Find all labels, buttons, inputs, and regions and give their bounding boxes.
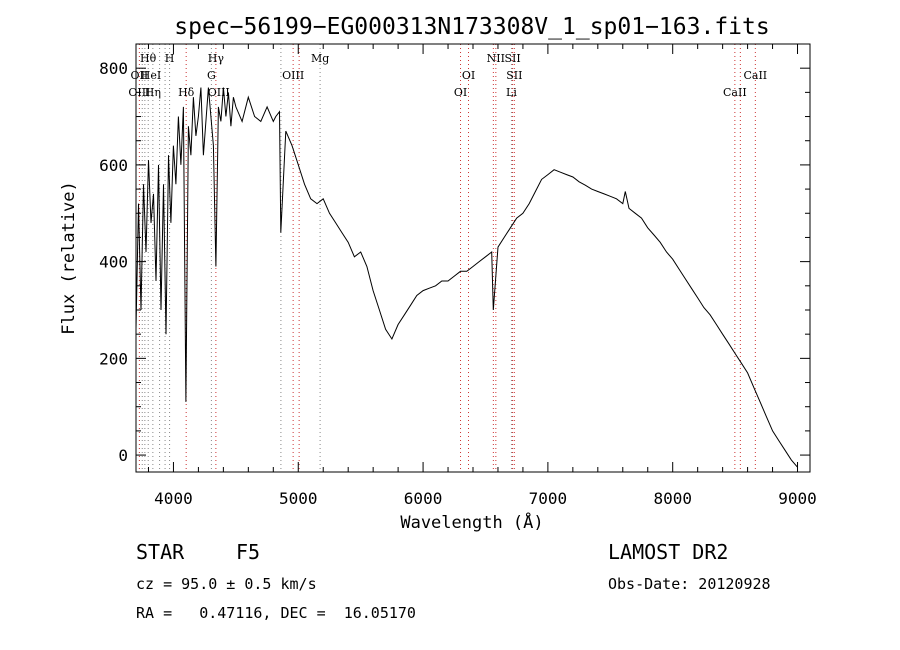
survey-name: LAMOST DR2 [608, 540, 729, 564]
marker-label: NII [487, 52, 505, 65]
spectrum-line [135, 87, 798, 468]
object-class: STAR [136, 540, 185, 564]
x-axis-label: Wavelength (Å) [400, 511, 543, 533]
spectral-subclass: F5 [236, 540, 261, 564]
x-tick-label: 8000 [653, 489, 692, 508]
chart-title: spec−56199−EG000313N173308V_1_sp01−163.f… [174, 14, 769, 40]
marker-label: OIII [282, 69, 304, 82]
x-tick-label: 7000 [529, 489, 568, 508]
marker-label: H [165, 52, 175, 65]
marker-label: CaII [743, 69, 767, 82]
marker-label: SII [506, 69, 522, 82]
x-tick-label: 4000 [154, 489, 193, 508]
marker-label: CaII [723, 86, 747, 99]
emission-line-markers [138, 44, 756, 472]
y-tick-label: 800 [99, 59, 128, 78]
y-tick-label: 0 [118, 446, 128, 465]
y-axis-ticks: 0 200 400 600 800 [99, 59, 810, 465]
coordinates-text: RA = 0.47116, DEC = 16.05170 [136, 604, 416, 622]
y-tick-label: 200 [99, 349, 128, 368]
marker-label: G [207, 69, 216, 82]
marker-label: Hη [145, 86, 161, 99]
marker-label: OI [454, 86, 467, 99]
redshift-text: cz = 95.0 ± 0.5 km/s [136, 575, 317, 593]
marker-label: OIII [208, 86, 230, 99]
marker-label: OII [131, 69, 149, 82]
plot-frame [135, 43, 811, 473]
marker-label: Hθ [140, 52, 157, 65]
y-tick-label: 600 [99, 156, 128, 175]
y-tick-label: 400 [99, 253, 128, 272]
y-axis-label: Flux (relative) [59, 181, 79, 335]
marker-label: Mg [311, 52, 329, 65]
x-axis-ticks: 4000 5000 6000 7000 8000 9000 [147, 44, 817, 508]
marker-label: Li [506, 86, 517, 99]
obs-date-text: Obs-Date: 20120928 [608, 575, 771, 593]
marker-label: SII [504, 52, 520, 65]
marker-label: OI [462, 69, 475, 82]
x-tick-label: 5000 [279, 489, 318, 508]
x-tick-label: 9000 [778, 489, 817, 508]
marker-label: Hγ [208, 52, 225, 65]
x-tick-label: 6000 [404, 489, 443, 508]
marker-label: HeI [141, 69, 161, 82]
marker-label: Hδ [178, 86, 195, 99]
